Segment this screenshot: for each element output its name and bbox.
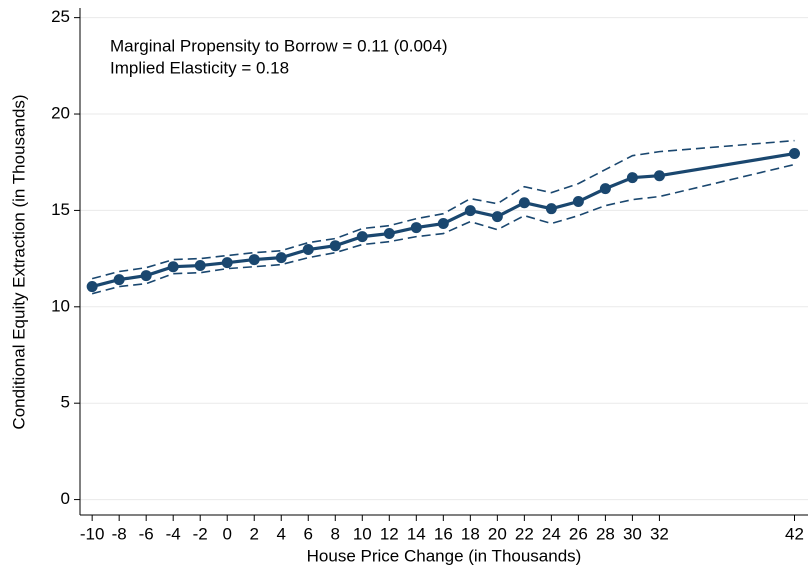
- data-point: [140, 270, 152, 282]
- x-tick-label: 10: [353, 524, 372, 543]
- annotation: Marginal Propensity to Borrow = 0.11 (0.…: [110, 36, 448, 55]
- x-tick-label: 6: [304, 524, 313, 543]
- data-point: [599, 183, 611, 195]
- x-tick-label: 14: [407, 524, 426, 543]
- data-point: [86, 281, 98, 293]
- x-tick-label: 8: [331, 524, 340, 543]
- data-point: [518, 197, 530, 209]
- y-tick-label: 5: [61, 393, 70, 412]
- x-tick-label: 12: [380, 524, 399, 543]
- data-point: [653, 170, 665, 182]
- data-point: [383, 228, 395, 240]
- x-tick-label: 2: [249, 524, 258, 543]
- data-point: [437, 218, 449, 230]
- data-point: [626, 172, 638, 184]
- x-tick-label: 26: [569, 524, 588, 543]
- data-point: [464, 205, 476, 217]
- y-tick-label: 20: [51, 104, 70, 123]
- data-point: [275, 252, 287, 264]
- x-tick-label: 0: [222, 524, 231, 543]
- y-tick-label: 10: [51, 296, 70, 315]
- data-point: [410, 222, 422, 234]
- data-point: [221, 257, 233, 269]
- data-point: [491, 211, 503, 223]
- data-point: [356, 231, 368, 243]
- data-point: [167, 261, 179, 273]
- data-point: [302, 244, 314, 256]
- data-point: [572, 196, 584, 208]
- x-tick-label: 20: [488, 524, 507, 543]
- x-tick-label: 18: [461, 524, 480, 543]
- y-axis-label: Conditional Equity Extraction (in Thousa…: [9, 94, 28, 429]
- data-point: [248, 254, 260, 266]
- y-tick-label: 25: [51, 7, 70, 26]
- data-point: [194, 260, 206, 272]
- x-tick-label: 22: [515, 524, 534, 543]
- x-tick-label: -4: [166, 524, 181, 543]
- x-axis-label: House Price Change (in Thousands): [307, 546, 582, 565]
- y-tick-label: 0: [61, 489, 70, 508]
- x-tick-label: 30: [623, 524, 642, 543]
- data-point: [788, 148, 800, 160]
- x-tick-label: -6: [139, 524, 154, 543]
- x-tick-label: -2: [193, 524, 208, 543]
- annotation: Implied Elasticity = 0.18: [110, 58, 289, 77]
- x-tick-label: 4: [277, 524, 286, 543]
- x-tick-label: 16: [434, 524, 453, 543]
- ci-line: [91, 163, 795, 295]
- data-point: [329, 240, 341, 252]
- ci-line: [91, 139, 795, 280]
- x-tick-label: 32: [650, 524, 669, 543]
- data-point: [113, 274, 125, 286]
- x-tick-label: 24: [542, 524, 561, 543]
- x-tick-label: -8: [112, 524, 127, 543]
- x-tick-label: 42: [785, 524, 804, 543]
- x-tick-label: -10: [80, 524, 105, 543]
- data-point: [545, 203, 557, 215]
- x-tick-label: 28: [596, 524, 615, 543]
- y-tick-label: 15: [51, 200, 70, 219]
